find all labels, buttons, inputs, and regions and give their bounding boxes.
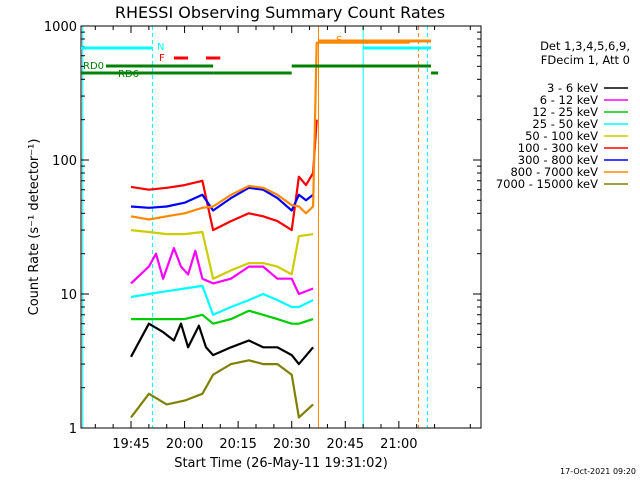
series-line-2 [130,247,314,296]
x-tick-label-2: 20:00 [166,437,203,452]
legend-label-4: 25 - 50 keV [532,117,598,131]
y-tick-label-2: 10 [60,288,77,303]
state-flag-label-s: S [336,35,342,46]
chart-title: RHESSI Observing Summary Count Rates [115,3,445,22]
legend: Det 1,3,4,5,6,9, FDecim 1, Att 0 3 - 6 k… [496,39,630,191]
series-line-5 [130,229,314,280]
x-tick-label-3: 20:15 [219,437,256,452]
series-line-8 [130,41,410,221]
state-flag-label-rd0: RD0 [83,61,104,72]
y-tick-label-1: 1 [69,422,77,437]
plot-area [82,26,428,428]
legend-label-3: 12 - 25 keV [532,105,598,119]
series-line-3 [131,309,314,325]
x-axis: 19:45 20:00 20:15 20:30 20:45 21:00 [94,26,471,452]
legend-header-line-2: FDecim 1, Att 0 [541,53,630,67]
legend-label-1: 3 - 6 keV [547,81,598,95]
x-tick-label-5: 20:45 [327,437,364,452]
legend-label-9: 7000 - 15000 keV [496,177,598,191]
legend-label-5: 50 - 100 keV [525,129,598,143]
state-flag-label-rd6: RD6 [118,69,139,80]
x-tick-label-1: 19:45 [112,437,149,452]
x-tick-label-6: 21:00 [380,437,417,452]
state-flag-label-f: F [159,53,165,64]
generation-timestamp: 17-Oct-2021 09:20 [560,467,636,476]
legend-label-2: 6 - 12 keV [540,93,598,107]
state-flag-label-n: N [157,42,164,53]
state-flags: NF S RD0 RD6 [81,35,439,80]
series-line-1 [130,322,314,366]
legend-header-line-1: Det 1,3,4,5,6,9, [540,39,630,53]
y-axis-label: Count Rate (s⁻¹ detector⁻¹) [27,139,42,316]
series-line-9 [130,359,314,419]
series-line-6 [130,119,318,232]
x-tick-label-4: 20:30 [273,437,310,452]
series-line-4 [130,284,314,316]
legend-label-8: 800 - 7000 keV [510,165,598,179]
legend-label-7: 300 - 800 keV [518,153,598,167]
y-tick-label-3: 100 [52,154,77,169]
x-axis-label: Start Time (26-May-11 19:31:02) [174,456,388,471]
y-axis: 1 10 100 1000 [44,20,481,437]
legend-label-6: 100 - 300 keV [518,141,598,155]
series-line-7 [130,186,314,212]
plot-frame [80,25,482,429]
y-tick-label-4: 1000 [44,20,77,35]
